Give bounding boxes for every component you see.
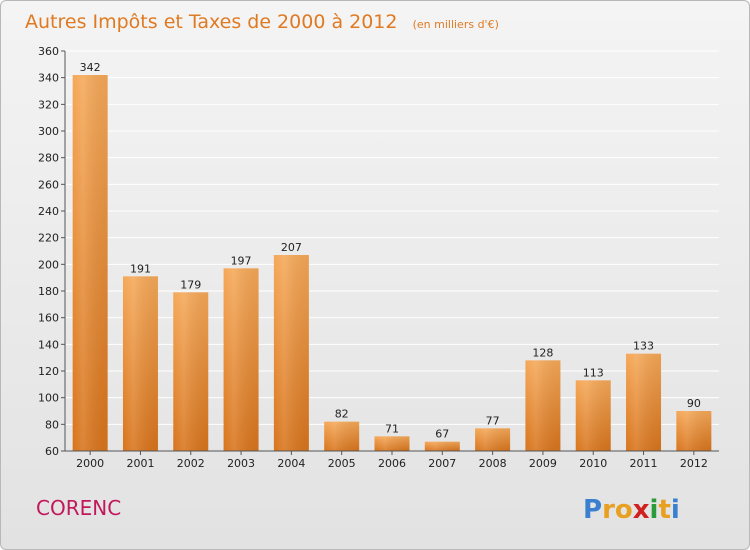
data-label-2006: 71: [385, 422, 399, 435]
x-tick-label-2000: 2000: [76, 457, 104, 470]
proxiti-logo: Proxiti: [583, 495, 680, 525]
y-tick-label: 280: [38, 152, 59, 165]
data-label-2011: 133: [633, 340, 654, 353]
y-tick-label: 220: [38, 232, 59, 245]
bar-shine-2003: [223, 268, 259, 451]
data-label-2005: 82: [335, 408, 349, 421]
x-tick-label-2012: 2012: [680, 457, 708, 470]
x-tick-label-2004: 2004: [277, 457, 305, 470]
bar-shine-2011: [626, 353, 662, 451]
logo-letter: i: [650, 495, 659, 525]
chart-title-sub: (en milliers d'€): [413, 18, 499, 31]
x-tick-label-2002: 2002: [177, 457, 205, 470]
y-tick-label: 180: [38, 285, 59, 298]
chart-title: Autres Impôts et Taxes de 2000 à 2012 (e…: [25, 11, 499, 33]
x-tick-label-2006: 2006: [378, 457, 406, 470]
y-tick-label: 60: [45, 445, 59, 458]
y-tick-label: 360: [38, 45, 59, 58]
bar-shine-2002: [173, 292, 209, 451]
y-tick-label: 260: [38, 178, 59, 191]
data-label-2004: 207: [281, 241, 302, 254]
y-tick-label: 300: [38, 125, 59, 138]
data-label-2002: 179: [180, 278, 201, 291]
commune-name: CORENC: [36, 496, 121, 520]
data-label-2009: 128: [532, 346, 553, 359]
chart-title-main: Autres Impôts et Taxes de 2000 à 2012: [25, 11, 398, 33]
data-labels: 342 191 179 197 207 82 71 67 77 128 113 133 90: [80, 61, 701, 441]
bars: [72, 75, 712, 451]
logo-letter: r: [602, 495, 615, 525]
bar-shine-2008: [475, 428, 511, 451]
bar-shine-2004: [273, 255, 309, 451]
data-label-2007: 67: [435, 428, 449, 441]
x-tick-label-2008: 2008: [479, 457, 507, 470]
bar-shine-2000: [72, 75, 108, 451]
bar-shine-2010: [575, 380, 611, 451]
x-tick-label-2010: 2010: [579, 457, 607, 470]
x-tick-label-2003: 2003: [227, 457, 255, 470]
bar-shine-2001: [122, 276, 158, 451]
data-label-2008: 77: [486, 414, 500, 427]
y-tick-label: 80: [45, 418, 59, 431]
x-tick-label-2009: 2009: [529, 457, 557, 470]
y-tick-label: 340: [38, 72, 59, 85]
x-tick-label-2011: 2011: [630, 457, 658, 470]
x-tick-label-2007: 2007: [428, 457, 456, 470]
bar-shine-2005: [324, 421, 360, 451]
data-label-2001: 191: [130, 262, 151, 275]
y-tick-label: 240: [38, 205, 59, 218]
logo-letter: i: [671, 495, 680, 525]
logo-letter: t: [658, 495, 670, 525]
logo-letter: o: [615, 495, 633, 525]
logo-letter: x: [633, 495, 650, 525]
x-tick-label-2005: 2005: [328, 457, 356, 470]
data-label-2012: 90: [687, 397, 701, 410]
y-tick-label: 100: [38, 392, 59, 405]
y-tick-label: 320: [38, 98, 59, 111]
y-tick-label: 200: [38, 258, 59, 271]
axes: 60 80 100 120 140 160 180 200 220 240 260 280 300 320…: [38, 45, 719, 470]
bar-shine-2009: [525, 360, 561, 451]
bar-shine-2007: [424, 441, 460, 451]
bar-shine-2006: [374, 436, 410, 451]
data-label-2000: 342: [80, 61, 101, 74]
data-label-2010: 113: [583, 366, 604, 379]
y-tick-label: 120: [38, 365, 59, 378]
bar-shine-2012: [676, 411, 712, 451]
grid-lines: [65, 50, 719, 452]
y-tick-label: 140: [38, 338, 59, 351]
x-tick-label-2001: 2001: [126, 457, 154, 470]
y-tick-label: 160: [38, 312, 59, 325]
logo-letter: P: [583, 495, 602, 525]
data-label-2003: 197: [231, 254, 252, 267]
